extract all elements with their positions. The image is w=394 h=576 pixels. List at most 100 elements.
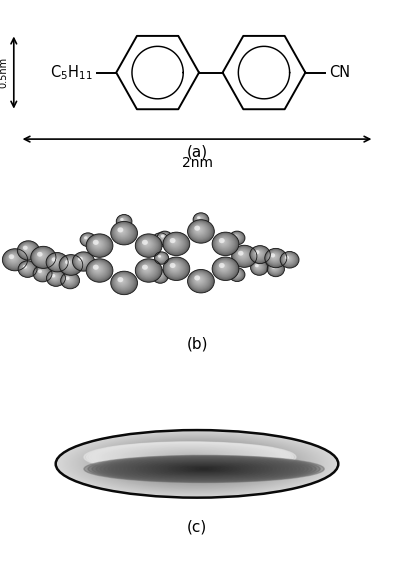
Ellipse shape: [184, 467, 224, 471]
Circle shape: [9, 255, 17, 261]
Circle shape: [152, 270, 168, 283]
Circle shape: [195, 226, 202, 232]
Circle shape: [189, 221, 212, 241]
Circle shape: [195, 276, 202, 282]
Circle shape: [3, 249, 27, 270]
Circle shape: [48, 255, 65, 269]
Circle shape: [153, 233, 167, 245]
Circle shape: [73, 252, 94, 271]
Circle shape: [221, 265, 225, 268]
Circle shape: [154, 271, 165, 281]
Circle shape: [270, 264, 280, 272]
Ellipse shape: [85, 437, 309, 490]
Circle shape: [158, 232, 170, 243]
Circle shape: [267, 251, 283, 264]
Circle shape: [18, 241, 38, 259]
Circle shape: [40, 255, 41, 256]
Circle shape: [271, 265, 279, 271]
Circle shape: [156, 253, 167, 263]
Circle shape: [280, 252, 299, 268]
Circle shape: [268, 251, 281, 263]
Ellipse shape: [57, 430, 337, 497]
Circle shape: [189, 271, 212, 291]
Circle shape: [188, 270, 214, 293]
Circle shape: [53, 275, 56, 278]
Circle shape: [94, 241, 100, 247]
Circle shape: [62, 274, 77, 286]
Circle shape: [165, 259, 187, 278]
Circle shape: [156, 273, 162, 278]
Circle shape: [77, 256, 87, 264]
Circle shape: [142, 265, 151, 272]
Circle shape: [21, 264, 32, 273]
Circle shape: [161, 234, 167, 240]
Circle shape: [191, 222, 209, 238]
Circle shape: [47, 270, 65, 286]
Circle shape: [81, 233, 95, 245]
Circle shape: [117, 226, 128, 237]
Ellipse shape: [152, 452, 242, 473]
Circle shape: [52, 275, 57, 279]
Circle shape: [94, 266, 100, 271]
Ellipse shape: [173, 457, 221, 468]
Ellipse shape: [156, 453, 238, 472]
Circle shape: [115, 275, 132, 290]
Circle shape: [48, 271, 63, 285]
Circle shape: [269, 263, 281, 274]
Circle shape: [48, 255, 64, 268]
Circle shape: [54, 259, 56, 261]
Circle shape: [22, 245, 32, 253]
Circle shape: [31, 247, 56, 268]
Circle shape: [271, 265, 278, 271]
Circle shape: [196, 227, 201, 232]
Circle shape: [52, 258, 58, 263]
Circle shape: [214, 258, 237, 279]
Ellipse shape: [74, 434, 320, 493]
Circle shape: [197, 228, 200, 230]
Circle shape: [21, 244, 34, 255]
Ellipse shape: [87, 437, 307, 490]
Circle shape: [269, 252, 281, 263]
Circle shape: [171, 238, 178, 245]
Circle shape: [48, 271, 63, 285]
Circle shape: [136, 234, 162, 257]
Circle shape: [157, 254, 165, 262]
Ellipse shape: [178, 458, 216, 467]
Circle shape: [37, 252, 45, 259]
Circle shape: [2, 249, 28, 271]
Circle shape: [121, 230, 122, 231]
Circle shape: [21, 244, 33, 255]
Circle shape: [234, 236, 237, 238]
Circle shape: [136, 234, 161, 256]
Circle shape: [50, 272, 60, 282]
Circle shape: [192, 223, 208, 237]
Circle shape: [233, 271, 238, 276]
Circle shape: [143, 241, 150, 247]
Circle shape: [162, 236, 165, 238]
Circle shape: [163, 236, 164, 237]
Ellipse shape: [179, 458, 215, 467]
Circle shape: [67, 261, 71, 265]
Circle shape: [160, 234, 167, 240]
Circle shape: [171, 239, 177, 245]
Ellipse shape: [176, 457, 218, 468]
Circle shape: [142, 240, 151, 248]
Circle shape: [52, 257, 56, 262]
Circle shape: [232, 270, 241, 278]
Circle shape: [117, 228, 127, 236]
Circle shape: [119, 217, 127, 224]
Circle shape: [238, 251, 248, 259]
Ellipse shape: [192, 461, 202, 463]
Ellipse shape: [124, 448, 256, 467]
Circle shape: [6, 252, 21, 266]
Circle shape: [189, 271, 212, 291]
Circle shape: [252, 261, 266, 274]
Circle shape: [252, 247, 267, 261]
Ellipse shape: [112, 458, 296, 479]
Circle shape: [91, 238, 104, 250]
Circle shape: [112, 272, 136, 293]
Circle shape: [117, 215, 131, 228]
Ellipse shape: [66, 433, 328, 495]
Circle shape: [24, 266, 28, 270]
Ellipse shape: [149, 451, 245, 474]
